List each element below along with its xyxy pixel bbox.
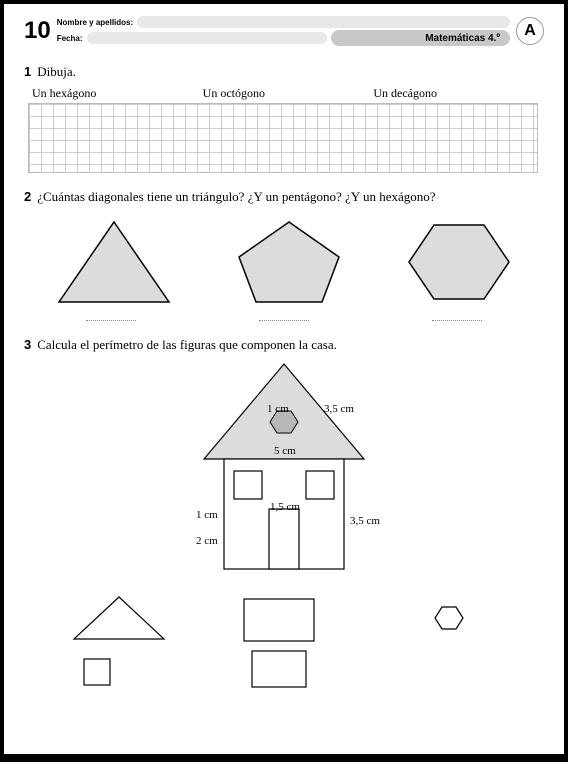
ex2-answer-lines [24, 313, 544, 321]
label-roof-base: 5 cm [274, 445, 296, 457]
ex2-number: 2 [24, 189, 31, 205]
answer-shapes-svg [24, 589, 544, 689]
ex1-prompt: Dibuja. [37, 64, 76, 80]
exercise-1: 1 Dibuja. Un hexágono Un octógono Un dec… [24, 64, 544, 173]
answer-line-triangle[interactable] [86, 313, 136, 321]
label-door-height: 2 cm [196, 535, 218, 547]
ex1-number: 1 [24, 64, 31, 80]
ex3-number: 3 [24, 337, 31, 353]
answer-line-pentagon[interactable] [259, 313, 309, 321]
hexagon-shape [404, 217, 514, 307]
ex2-prompt-line: 2 ¿Cuántas diagonales tiene un triángulo… [24, 189, 544, 205]
exercise-3: 3 Calcula el perímetro de las figuras qu… [24, 337, 544, 689]
ex1-prompt-line: 1 Dibuja. [24, 64, 544, 80]
drawing-grid[interactable] [28, 103, 538, 173]
label-wall-side: 3,5 cm [350, 515, 380, 527]
worksheet-header: 10 Nombre y apellidos: Fecha: Matemática… [24, 16, 544, 46]
ex3-prompt: Calcula el perímetro de las figuras que … [37, 337, 337, 353]
header-fields: Nombre y apellidos: Fecha: Matemáticas 4… [57, 16, 510, 46]
ex2-prompt: ¿Cuántas diagonales tiene un triángulo? … [37, 189, 435, 205]
date-label: Fecha: [57, 34, 83, 43]
date-input-area[interactable] [87, 32, 327, 44]
name-input-area[interactable] [137, 16, 510, 28]
label-octagon: Un octógono [203, 86, 374, 101]
label-roof-hex: 1 cm [267, 403, 289, 415]
label-roof-side: 3,5 cm [324, 403, 354, 415]
exercise-2: 2 ¿Cuántas diagonales tiene un triángulo… [24, 189, 544, 321]
label-hexagon: Un hexágono [32, 86, 203, 101]
label-window-side: 1 cm [196, 509, 218, 521]
label-decagon: Un decágono [373, 86, 544, 101]
name-row: Nombre y apellidos: [57, 16, 510, 28]
house-figure: 1 cm 3,5 cm 5 cm 1,5 cm 1 cm 2 cm 3,5 cm [24, 359, 544, 589]
answer-line-hexagon[interactable] [432, 313, 482, 321]
ex2-shapes-row [24, 217, 544, 307]
date-row: Fecha: Matemáticas 4.º [57, 30, 510, 46]
ex3-prompt-line: 3 Calcula el perímetro de las figuras qu… [24, 337, 544, 353]
worksheet-page: 10 Nombre y apellidos: Fecha: Matemática… [4, 4, 564, 754]
answer-shapes [24, 589, 544, 689]
pentagon-shape [234, 217, 344, 307]
ex1-shape-labels: Un hexágono Un octógono Un decágono [24, 86, 544, 101]
unit-number: 10 [24, 17, 51, 45]
name-label: Nombre y apellidos: [57, 18, 133, 27]
triangle-shape [54, 217, 174, 307]
label-door-width: 1,5 cm [270, 501, 300, 513]
subject-bar: Matemáticas 4.º [331, 30, 511, 46]
subject-text: Matemáticas 4.º [425, 33, 500, 44]
variant-letter: A [524, 22, 536, 40]
variant-badge: A [516, 17, 544, 45]
